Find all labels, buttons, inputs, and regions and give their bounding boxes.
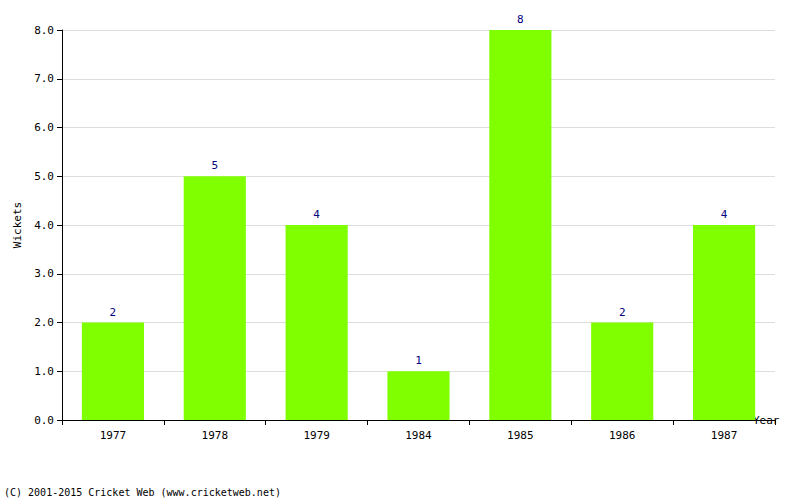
svg-text:4: 4	[721, 208, 728, 221]
svg-text:4.0: 4.0	[34, 219, 54, 232]
svg-text:(C) 2001-2015 Cricket Web (www: (C) 2001-2015 Cricket Web (www.cricketwe…	[4, 487, 281, 498]
svg-text:Wickets: Wickets	[11, 202, 24, 248]
svg-text:1985: 1985	[507, 429, 534, 442]
svg-text:1977: 1977	[100, 429, 127, 442]
svg-text:7.0: 7.0	[34, 72, 54, 85]
svg-text:8.0: 8.0	[34, 24, 54, 37]
svg-text:3.0: 3.0	[34, 267, 54, 280]
svg-text:1987: 1987	[711, 429, 738, 442]
svg-text:5.0: 5.0	[34, 170, 54, 183]
svg-text:1986: 1986	[609, 429, 636, 442]
svg-text:Year: Year	[753, 413, 780, 427]
svg-text:1979: 1979	[303, 429, 330, 442]
svg-text:1978: 1978	[202, 429, 229, 442]
svg-text:0.0: 0.0	[34, 414, 54, 427]
svg-text:1.0: 1.0	[34, 365, 54, 378]
svg-text:2: 2	[110, 306, 117, 319]
svg-text:1: 1	[415, 354, 422, 367]
svg-text:2.0: 2.0	[34, 316, 54, 329]
svg-text:5: 5	[211, 159, 218, 172]
svg-text:4: 4	[313, 208, 320, 221]
svg-text:1984: 1984	[405, 429, 432, 442]
svg-text:8: 8	[517, 13, 524, 26]
svg-text:2: 2	[619, 306, 626, 319]
svg-text:6.0: 6.0	[34, 121, 54, 134]
